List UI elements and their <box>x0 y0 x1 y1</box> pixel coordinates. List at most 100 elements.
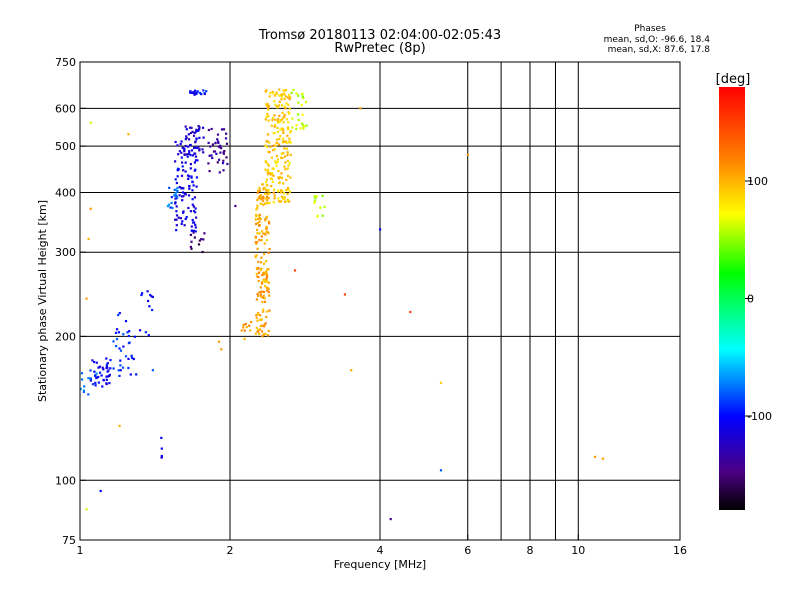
echo-point-x <box>287 188 290 191</box>
echo-point-o <box>170 196 173 199</box>
echo-point-o <box>379 228 382 231</box>
echo-point-x <box>258 189 261 192</box>
echo-point-o <box>191 198 194 201</box>
echo-point-o <box>202 126 205 129</box>
echo-point-x <box>267 281 270 284</box>
echo-point-o <box>128 341 131 344</box>
echo-point-x <box>302 97 305 100</box>
echo-point-x <box>256 206 259 209</box>
echo-point-x <box>267 105 270 108</box>
echo-point-x <box>282 131 285 134</box>
echo-point-x <box>280 191 283 194</box>
echo-point-o <box>191 189 194 192</box>
echo-point-x <box>268 141 271 144</box>
echo-point-o <box>166 205 169 208</box>
echo-point-x <box>289 176 292 179</box>
echo-point-o <box>108 374 111 378</box>
echo-point-x <box>268 309 271 312</box>
echo-point-o <box>174 188 177 191</box>
echo-point-x <box>243 337 246 341</box>
echo-point-x <box>271 180 275 183</box>
echo-point-x <box>270 184 273 188</box>
echo-point-o <box>192 229 195 232</box>
echo-point-x <box>266 287 269 290</box>
echo-point-x <box>268 151 271 154</box>
echo-point-x <box>258 232 261 235</box>
echo-point-o <box>148 305 151 308</box>
echo-point-x <box>266 274 269 277</box>
echo-point-o <box>122 333 125 336</box>
echo-point-o <box>198 128 201 131</box>
echo-point-x <box>280 156 283 159</box>
echo-point-x <box>254 256 257 259</box>
echo-point-x <box>280 152 283 155</box>
echo-point-x <box>282 121 285 124</box>
echo-point-o <box>216 138 219 141</box>
echo-point-o <box>194 211 197 214</box>
echo-point-o <box>105 363 108 366</box>
echo-point-o <box>132 357 135 361</box>
echo-point-o <box>181 146 184 149</box>
echo-point-o <box>215 152 218 155</box>
echo-point-o <box>102 379 105 382</box>
echo-point-x <box>277 189 280 192</box>
echo-point-o <box>190 175 193 178</box>
echo-point-o <box>183 153 186 156</box>
echo-point-x <box>281 141 285 144</box>
echo-point-o <box>112 367 115 370</box>
echo-point-o <box>190 240 193 243</box>
echo-point-x <box>267 107 270 110</box>
phases-line-o: mean, sd,O: -96.6, 18.4 <box>603 35 710 45</box>
echo-point-x <box>279 134 282 138</box>
echo-point-o <box>177 216 180 219</box>
echo-point-x <box>287 121 290 124</box>
echo-point-x <box>267 329 270 333</box>
echo-point-o <box>183 224 186 227</box>
echo-point-x <box>439 381 443 384</box>
echo-point-x <box>249 329 252 332</box>
echo-point-o <box>151 369 154 372</box>
echo-point-o <box>198 126 201 129</box>
echo-point-o <box>219 151 222 154</box>
echo-point-o <box>190 225 193 228</box>
echo-point-o <box>127 357 130 360</box>
echo-point-x <box>244 322 247 326</box>
echo-point-o <box>225 156 228 159</box>
echo-point-x <box>280 176 283 180</box>
echo-point-x <box>266 198 269 201</box>
echo-point-o <box>195 176 198 179</box>
echo-point-x <box>321 214 324 217</box>
echo-point-x <box>284 107 287 110</box>
echo-point-o <box>184 170 187 173</box>
echo-point-o <box>218 158 221 161</box>
echo-point-x <box>267 291 270 294</box>
colorbar-tick-label: 0 <box>747 293 754 306</box>
echo-point-o <box>93 370 96 373</box>
echo-point-o <box>180 140 183 143</box>
echo-point-o <box>191 203 194 206</box>
echo-point-o <box>186 174 190 177</box>
echo-point-o <box>189 167 192 170</box>
echo-point-x <box>319 206 322 209</box>
echo-point-o <box>118 374 121 377</box>
echo-point-x <box>217 340 221 343</box>
echo-point-x <box>267 115 270 118</box>
echo-point-x <box>258 213 261 216</box>
echo-point-x <box>256 313 260 316</box>
echo-point-x <box>265 181 268 184</box>
echo-point-x <box>259 328 262 331</box>
echo-point-x <box>283 140 286 143</box>
echo-point-o <box>147 334 150 337</box>
y-axis-label: Stationary phase Virtual Height [km] <box>36 200 49 402</box>
echo-point-x <box>288 93 291 96</box>
echo-point-x <box>243 329 246 332</box>
echo-point-o <box>192 221 196 224</box>
echo-point-o <box>216 161 219 164</box>
echo-point-x <box>275 164 278 167</box>
echo-point-x <box>283 92 286 96</box>
echo-point-o <box>95 376 98 379</box>
echo-point-x <box>267 197 270 200</box>
echo-point-x <box>248 324 251 327</box>
echo-point-o <box>181 161 184 164</box>
echo-point-o <box>160 454 163 458</box>
